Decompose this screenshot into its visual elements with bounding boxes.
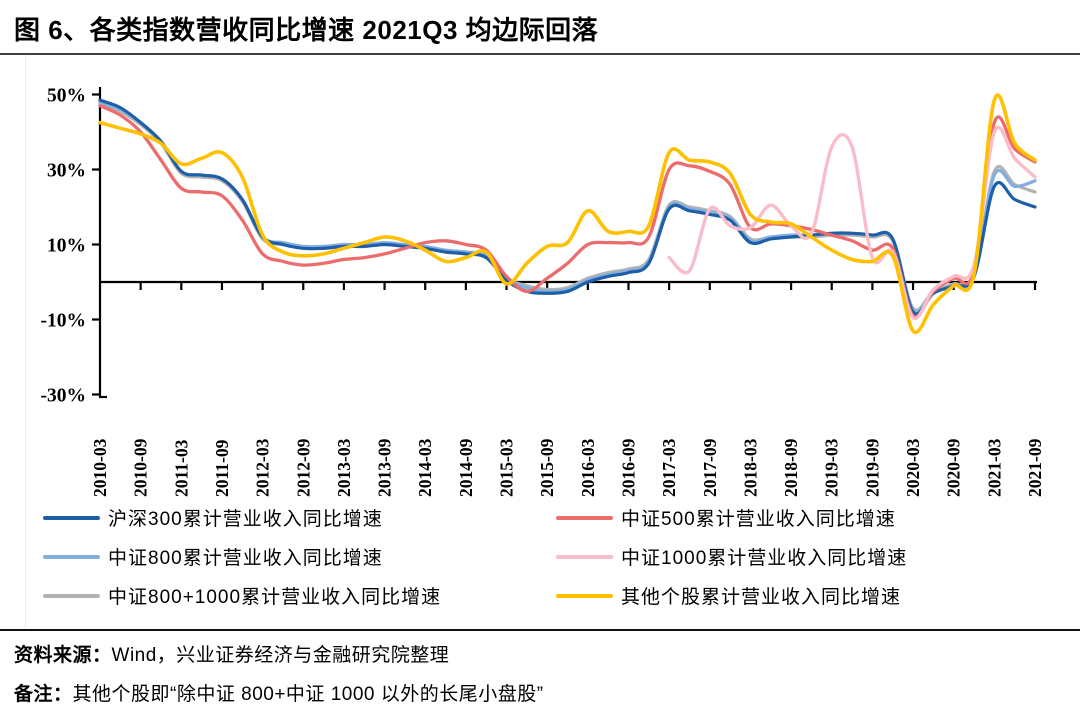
x-tick-label: 2010-03 (90, 438, 110, 497)
legend-label-zz800: 中证800累计营业收入同比增速 (108, 548, 383, 569)
footer-divider (0, 629, 1080, 631)
legend-label-other-stocks: 其他个股累计营业收入同比增速 (621, 587, 902, 608)
title-divider (0, 53, 1080, 55)
legend-swatch-other-stocks (556, 593, 613, 598)
series-line-2 (98, 100, 1037, 314)
legend-item-zz1000: 中证1000累计营业收入同比增速 (556, 537, 1043, 576)
x-tick-label: 2017-09 (700, 438, 720, 497)
y-tick-label: -30% (41, 386, 87, 407)
x-tick-label: 2019-03 (822, 438, 842, 497)
y-tick-label: 50% (47, 86, 86, 107)
legend: 沪深300累计营业收入同比增速 中证500累计营业收入同比增速 中证800累计营… (43, 498, 1043, 615)
legend-label-zz500: 中证500累计营业收入同比增速 (621, 509, 896, 530)
y-tick-label: -10% (41, 311, 87, 332)
x-tick-label: 2010-09 (131, 438, 151, 497)
legend-item-zz800-1000: 中证800+1000累计营业收入同比增速 (43, 576, 556, 615)
chart-title: 图 6、各类指数营收同比增速 2021Q3 均边际回落 (14, 15, 599, 45)
remark-text: 其他个股即“除中证 800+中证 1000 以外的长尾小盘股” (72, 684, 544, 705)
legend-label-zz1000: 中证1000累计营业收入同比增速 (621, 548, 908, 569)
x-tick-label: 2013-03 (334, 438, 354, 497)
remark-note: 备注：其他个股即“除中证 800+中证 1000 以外的长尾小盘股” (14, 679, 544, 706)
x-tick-label: 2014-09 (456, 438, 476, 497)
x-tick-label: 2020-03 (903, 438, 923, 497)
legend-label-zz800-1000: 中证800+1000累计营业收入同比增速 (108, 587, 442, 608)
legend-item-zz500: 中证500累计营业收入同比增速 (556, 498, 1043, 537)
x-tick-label: 2015-03 (497, 438, 517, 497)
series-line-5 (98, 93, 1037, 335)
source-note: 资料来源：Wind，兴业证券经济与金融研究院整理 (14, 640, 449, 667)
revenue-growth-line-chart: 50% 30% 10% -10% -30% 2010-03 2010-09 2011-03 20… (41, 86, 1046, 498)
series-line-1 (98, 104, 1037, 319)
x-tick-label: 2016-09 (618, 438, 638, 497)
x-tick-label: 2011-03 (171, 439, 191, 497)
x-tick-label: 2013-09 (375, 438, 395, 497)
series-line-0 (98, 98, 1037, 316)
legend-item-other-stocks: 其他个股累计营业收入同比增速 (556, 576, 1043, 615)
x-tick-label: 2020-09 (944, 438, 964, 497)
series-line-4 (98, 102, 1037, 312)
x-tick-label: 2021-09 (1025, 438, 1045, 497)
x-tick-label: 2019-09 (862, 438, 882, 497)
x-tick-label: 2021-03 (984, 438, 1004, 497)
x-tick-label: 2016-03 (578, 438, 598, 497)
legend-swatch-zz500 (556, 515, 613, 520)
x-tick-label: 2014-03 (415, 438, 435, 497)
source-text: Wind，兴业证券经济与金融研究院整理 (111, 645, 450, 666)
x-tick-label: 2012-09 (293, 438, 313, 497)
x-tick-label: 2011-09 (212, 439, 232, 497)
legend-swatch-zz800-1000 (43, 593, 100, 598)
legend-swatch-zz800 (43, 554, 100, 559)
x-tick-label: 2018-09 (781, 438, 801, 497)
source-label: 资料来源： (14, 645, 112, 666)
legend-label-hs300: 沪深300累计营业收入同比增速 (108, 509, 383, 530)
legend-item-zz800: 中证800累计营业收入同比增速 (43, 537, 556, 576)
legend-swatch-zz1000 (556, 554, 613, 559)
x-tick-label: 2018-03 (740, 438, 760, 497)
x-tick-label: 2017-03 (659, 438, 679, 497)
x-tick-label: 2015-09 (537, 438, 557, 497)
legend-swatch-hs300 (43, 515, 100, 520)
remark-label: 备注： (14, 684, 73, 705)
legend-item-hs300: 沪深300累计营业收入同比增速 (43, 498, 556, 537)
y-tick-label: 30% (47, 161, 86, 182)
figure-left-border (25, 55, 26, 629)
x-tick-label: 2012-03 (253, 438, 273, 497)
y-tick-label: 10% (47, 236, 86, 257)
